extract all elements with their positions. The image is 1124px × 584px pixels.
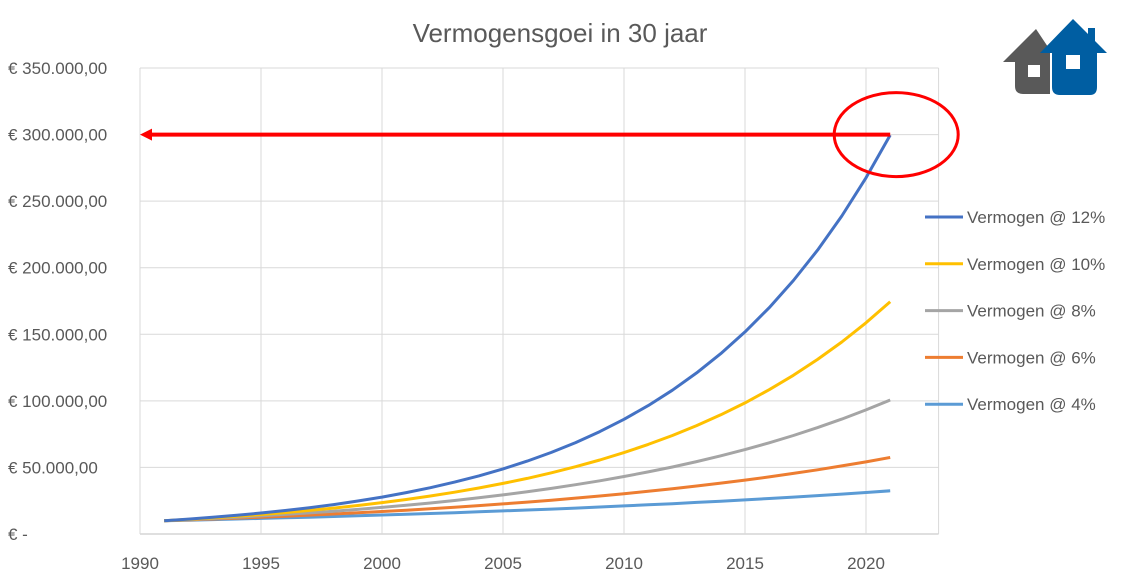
blue-house-window bbox=[1066, 55, 1080, 69]
legend-label: Vermogen @ 10% bbox=[967, 255, 1105, 274]
grey-house-window bbox=[1028, 65, 1040, 77]
red-highlight-ellipse bbox=[832, 91, 960, 179]
red-arrow-head-icon bbox=[140, 128, 152, 141]
x-tick-label: 2010 bbox=[605, 554, 643, 573]
series-line-12pct bbox=[164, 134, 892, 523]
y-tick-label: € - bbox=[8, 525, 28, 544]
x-tick-label: 2020 bbox=[847, 554, 885, 573]
grey-house-icon bbox=[1003, 29, 1050, 94]
x-tick-label: 2015 bbox=[726, 554, 764, 573]
y-tick-label: € 250.000,00 bbox=[8, 192, 107, 211]
chart-title: Vermogensgoei in 30 jaar bbox=[413, 18, 708, 48]
y-tick-label: € 200.000,00 bbox=[8, 259, 107, 278]
legend-label: Vermogen @ 4% bbox=[967, 395, 1096, 414]
series-line-10pct bbox=[164, 300, 892, 523]
legend-label: Vermogen @ 6% bbox=[967, 348, 1096, 367]
x-tick-label: 1990 bbox=[121, 554, 159, 573]
x-tick-label: 1995 bbox=[242, 554, 280, 573]
legend-label: Vermogen @ 8% bbox=[967, 302, 1096, 321]
y-tick-label: € 350.000,00 bbox=[8, 59, 107, 78]
series-line-8pct bbox=[164, 398, 891, 523]
series-line-4pct bbox=[164, 489, 891, 523]
x-tick-label: 2000 bbox=[363, 554, 401, 573]
y-tick-label: € 150.000,00 bbox=[8, 325, 107, 344]
series-line-6pct bbox=[164, 456, 891, 523]
x-tick-label: 2005 bbox=[484, 554, 522, 573]
y-tick-label: € 300.000,00 bbox=[8, 126, 107, 145]
y-tick-label: € 100.000,00 bbox=[8, 392, 107, 411]
y-tick-label: € 50.000,00 bbox=[8, 458, 98, 477]
two-houses-logo bbox=[1003, 19, 1107, 95]
legend-label: Vermogen @ 12% bbox=[967, 208, 1105, 227]
